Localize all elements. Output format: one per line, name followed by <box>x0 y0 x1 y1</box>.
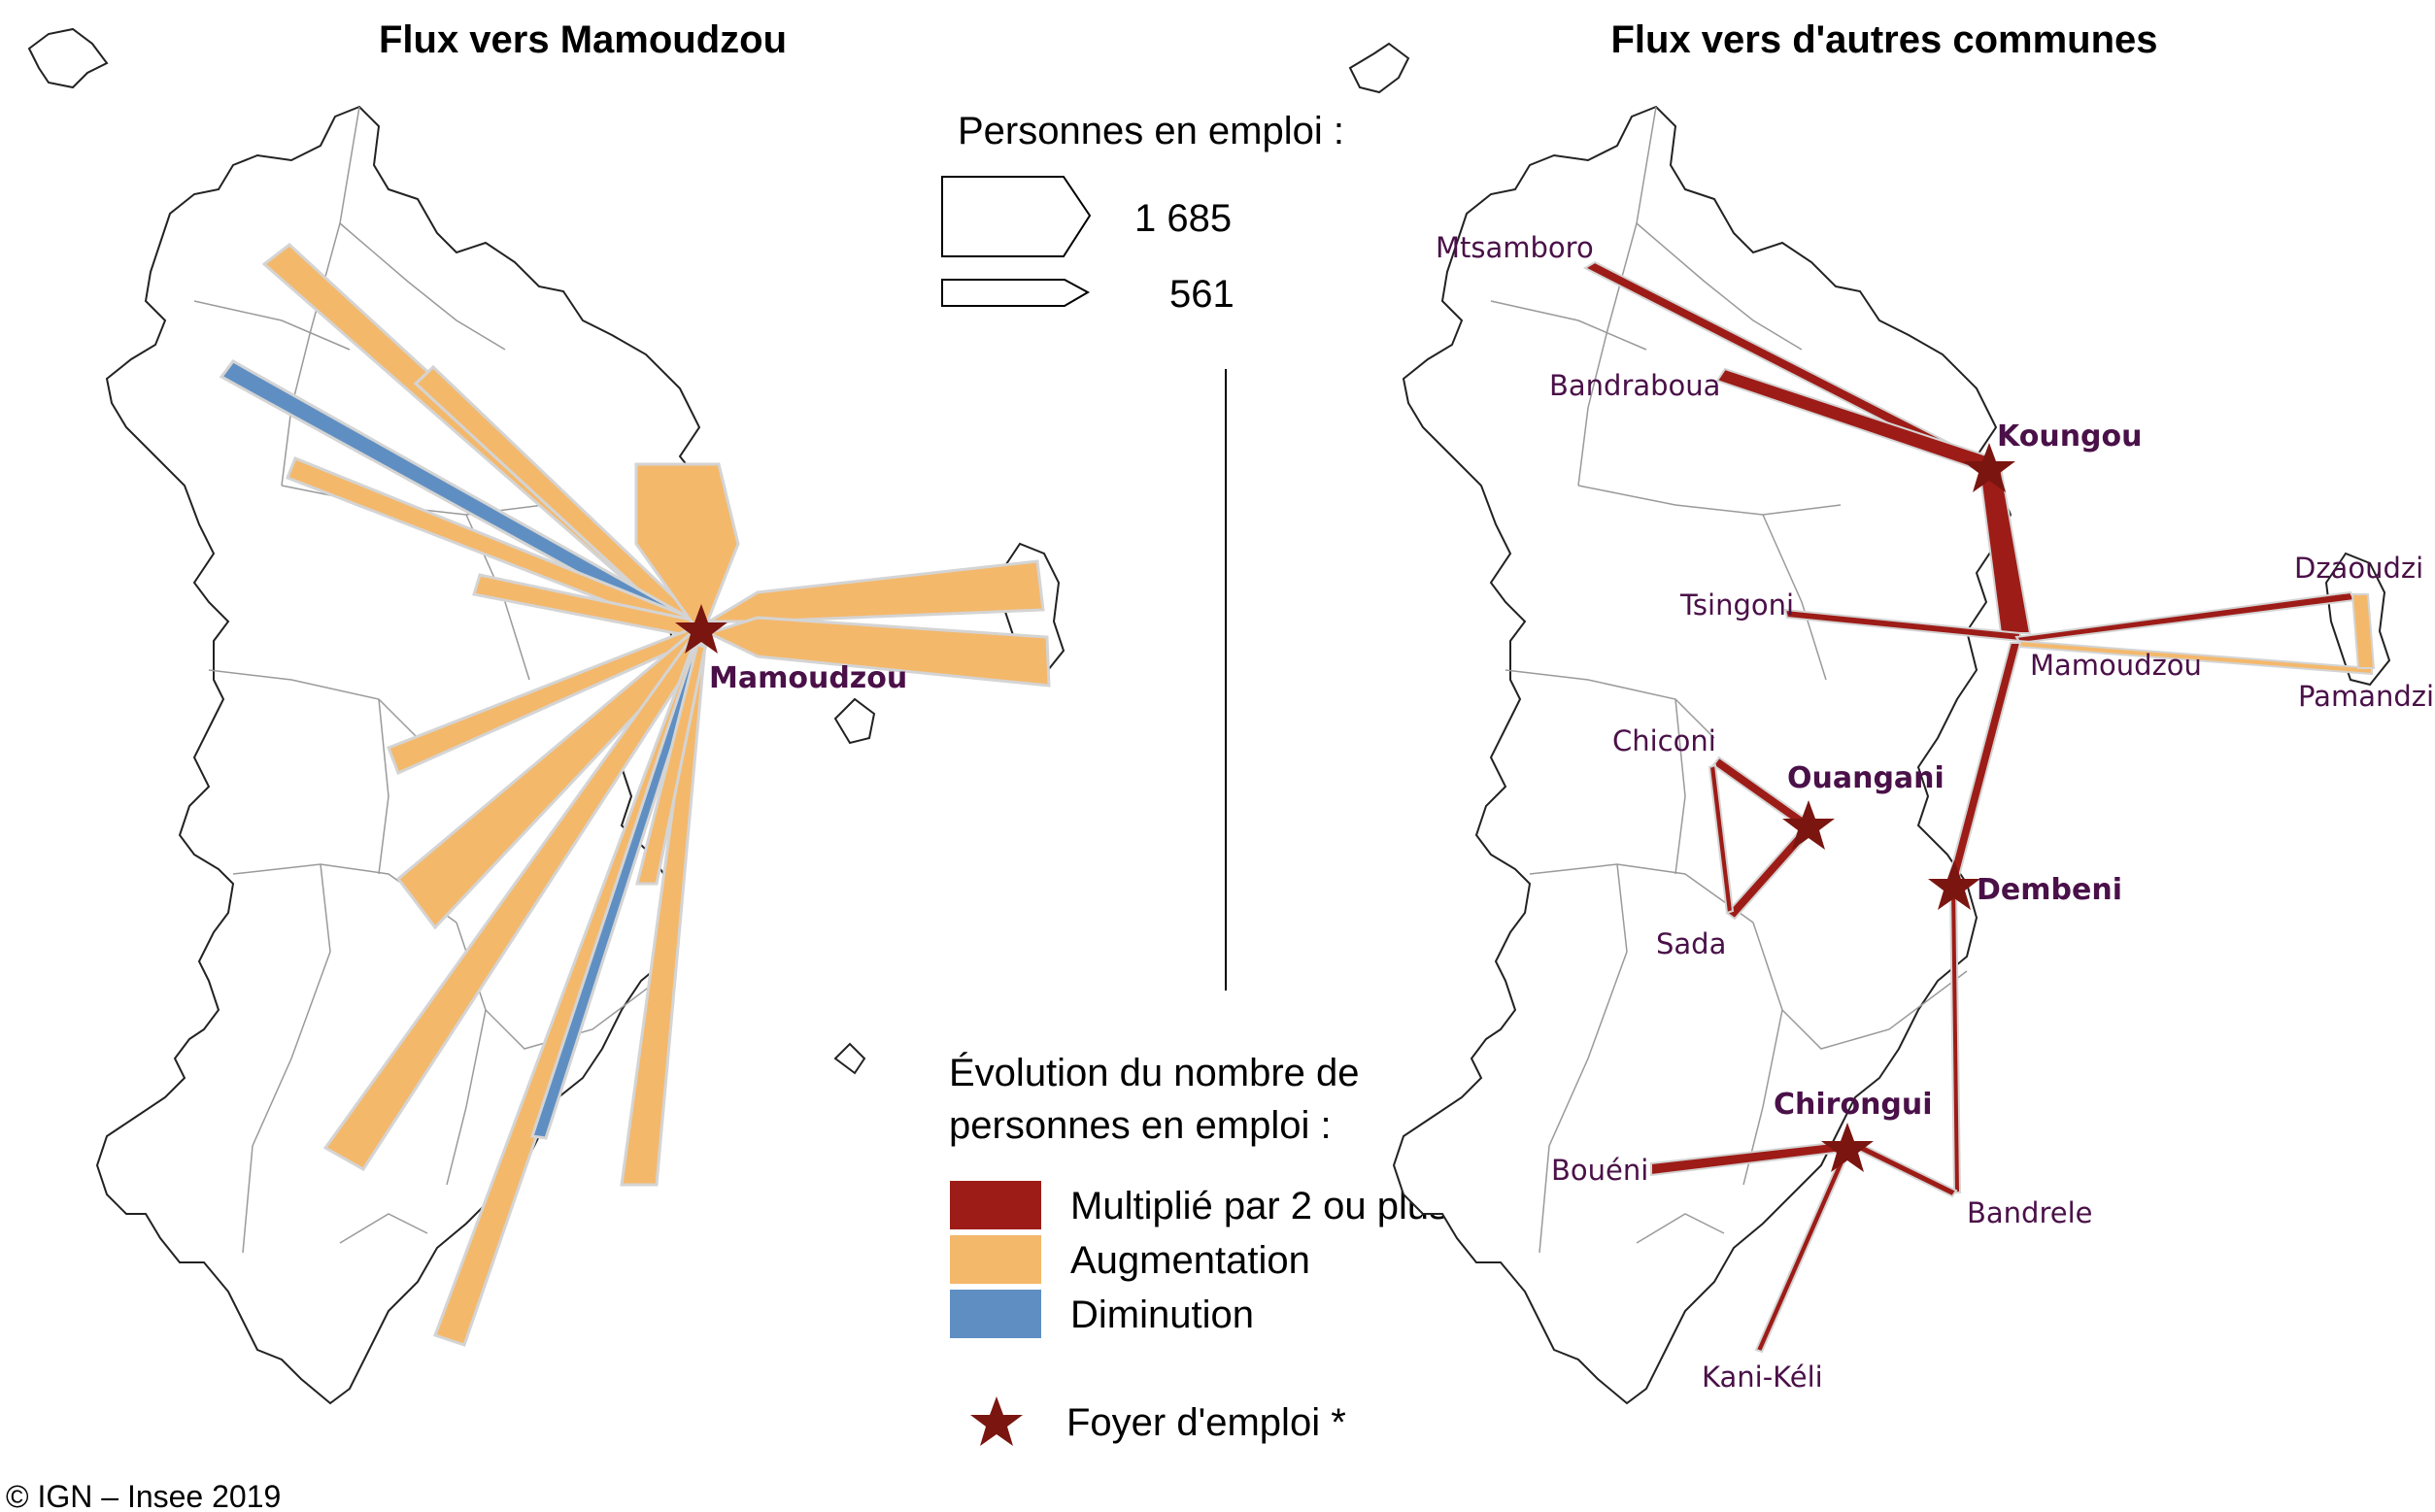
left-map-title: Flux vers Mamoudzou <box>379 18 787 61</box>
label-dembeni: Dembeni <box>1977 873 2122 907</box>
flow-bandrele-chirongui <box>1851 1140 1958 1198</box>
label-dzaoudzi: Dzaoudzi <box>2294 552 2423 585</box>
flows-to-mamoudzou <box>219 243 1051 1347</box>
legend-size-title: Personnes en emploi : <box>958 110 1344 152</box>
legend-foyer-label: Foyer d'emploi * <box>1066 1401 1346 1444</box>
legend-star-icon <box>970 1396 1023 1446</box>
flow-pamandzi-dzaoudzi <box>2350 593 2376 669</box>
flow-dzaoudzi-mamoudzou <box>2014 590 2356 645</box>
legend-arrow-small <box>941 279 1091 307</box>
label-chiconi: Chiconi <box>1612 724 1716 757</box>
legend-label-doubled: Multiplié par 2 ou plus <box>1070 1185 1448 1227</box>
flow-east-2 <box>704 616 1051 688</box>
legend-evolution-title-2: personnes en emploi : <box>949 1104 1332 1147</box>
flow-sada-chiconi <box>1708 763 1735 915</box>
islet-south-east <box>833 1042 866 1075</box>
star-mamoudzou-left <box>675 604 727 654</box>
legend-label-decrease: Diminution <box>1070 1294 1254 1336</box>
label-boueni: Bouéni <box>1551 1154 1648 1187</box>
copyright: © IGN – Insee 2019 <box>6 1479 281 1512</box>
islet-northwest <box>28 28 108 88</box>
legend-size-large-value: 1 685 <box>1134 197 1232 240</box>
flow-east-1 <box>703 559 1045 623</box>
star-chirongui <box>1821 1123 1874 1172</box>
flow-south-4 <box>635 643 707 886</box>
left-island <box>28 28 1065 1404</box>
legend-evolution-title-1: Évolution du nombre de <box>949 1051 1360 1094</box>
label-bandraboua: Bandraboua <box>1549 369 1720 402</box>
label-tsingoni: Tsingoni <box>1679 588 1794 622</box>
label-koungou: Koungou <box>1997 420 2143 454</box>
legend-swatch-doubled <box>950 1181 1041 1229</box>
label-mamoudzou-left: Mamoudzou <box>709 661 907 695</box>
legend-size-small-value: 561 <box>1169 273 1234 316</box>
star-ouangani <box>1782 800 1835 850</box>
employment-hub-stars <box>1782 443 2015 1172</box>
commune-labels: Mtsamboro Bandraboua Koungou Tsingoni Dz… <box>1436 231 2434 1394</box>
legend-swatch-increase <box>950 1235 1041 1284</box>
islet-north <box>1349 43 1409 93</box>
label-mtsamboro: Mtsamboro <box>1436 231 1594 264</box>
star-dembeni <box>1928 860 1980 910</box>
left-map: Flux vers Mamoudzou <box>28 18 1065 1404</box>
label-kani-keli: Kani-Kéli <box>1702 1361 1823 1394</box>
star-koungou <box>1963 443 2015 492</box>
right-map: Flux vers d'autres communes <box>1349 18 2434 1404</box>
legend: Personnes en emploi : 1 685 561 Évolutio… <box>941 110 1448 1446</box>
legend-label-increase: Augmentation <box>1070 1239 1310 1282</box>
label-chirongui: Chirongui <box>1774 1088 1933 1122</box>
label-bandrele: Bandrele <box>1967 1196 2092 1229</box>
label-sada: Sada <box>1656 927 1726 960</box>
legend-arrow-large <box>941 176 1092 257</box>
label-ouangani: Ouangani <box>1787 761 1945 795</box>
legend-swatch-decrease <box>950 1290 1041 1338</box>
right-map-title: Flux vers d'autres communes <box>1610 18 2157 61</box>
islet-east <box>833 697 876 745</box>
label-mamoudzou-right: Mamoudzou <box>2030 649 2202 682</box>
flow-south-3 <box>620 641 707 1187</box>
label-pamandzi: Pamandzi <box>2298 680 2434 713</box>
